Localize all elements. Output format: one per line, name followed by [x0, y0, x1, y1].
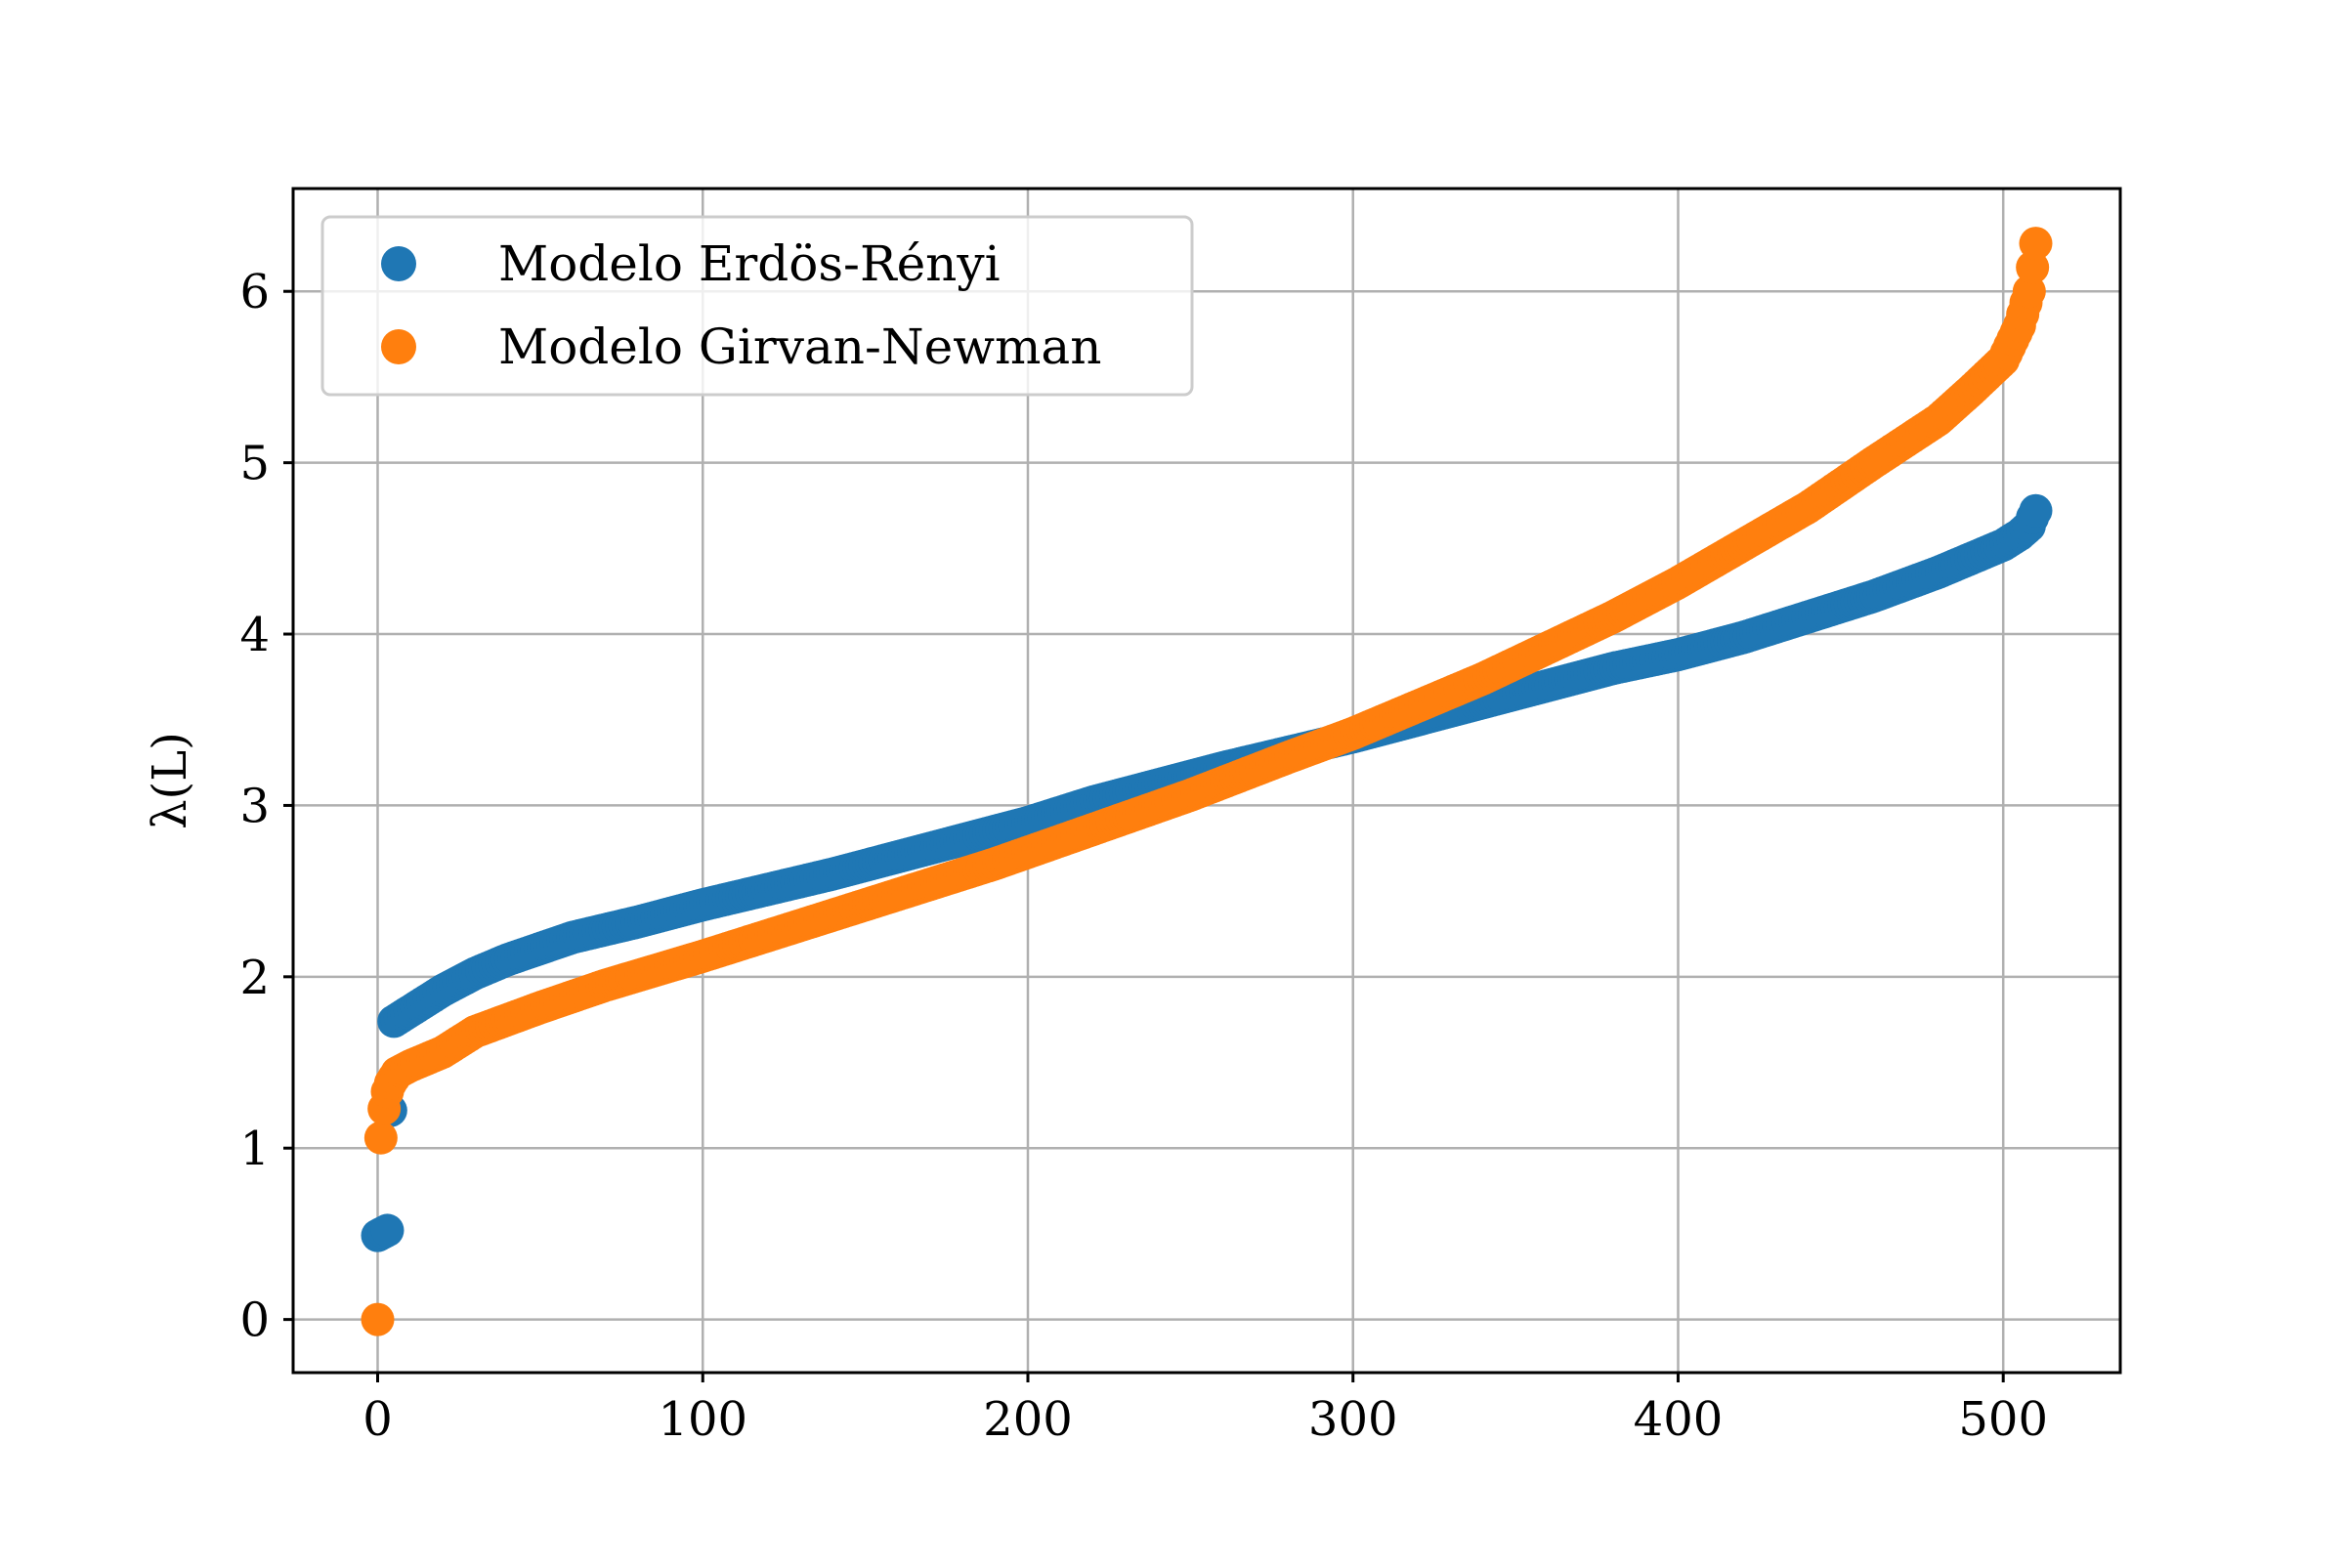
axis-ticks: 0 100 200 300 400 500 0 1 2 3 4 5 6 — [239, 265, 2048, 1447]
y-tick-label: 6 — [239, 265, 270, 319]
plot-frame — [291, 187, 2122, 1375]
legend: Modelo Erdös-Rényi Modelo Girvan-Newman — [320, 215, 1194, 397]
x-tick-label: 500 — [1958, 1392, 2048, 1447]
x-tick-label: 300 — [1308, 1392, 1398, 1447]
x-tick-label: 400 — [1634, 1392, 1724, 1447]
y-tick-label: 2 — [239, 951, 270, 1005]
y-tick-label: 4 — [239, 608, 270, 662]
y-tick-label: 1 — [239, 1122, 270, 1176]
series-2-points — [361, 227, 2053, 1336]
y-tick-label: 3 — [239, 779, 270, 833]
data-point — [2019, 227, 2053, 261]
data-point — [361, 1302, 395, 1336]
data-points — [361, 227, 2053, 1336]
data-point — [370, 1213, 405, 1248]
legend-marker — [381, 329, 416, 364]
legend-label: Modelo Girvan-Newman — [498, 318, 1101, 375]
legend-label: Modelo Erdös-Rényi — [498, 235, 1001, 292]
data-point — [363, 1121, 398, 1155]
y-axis-label: λ(L) — [143, 732, 197, 829]
x-tick-label: 0 — [362, 1392, 393, 1447]
x-tick-label: 200 — [983, 1392, 1073, 1447]
x-tick-label: 100 — [658, 1392, 747, 1447]
legend-box — [320, 215, 1194, 397]
legend-marker — [381, 246, 416, 281]
y-tick-label: 5 — [239, 437, 270, 491]
y-tick-label: 0 — [239, 1293, 270, 1348]
data-point — [2019, 493, 2053, 528]
